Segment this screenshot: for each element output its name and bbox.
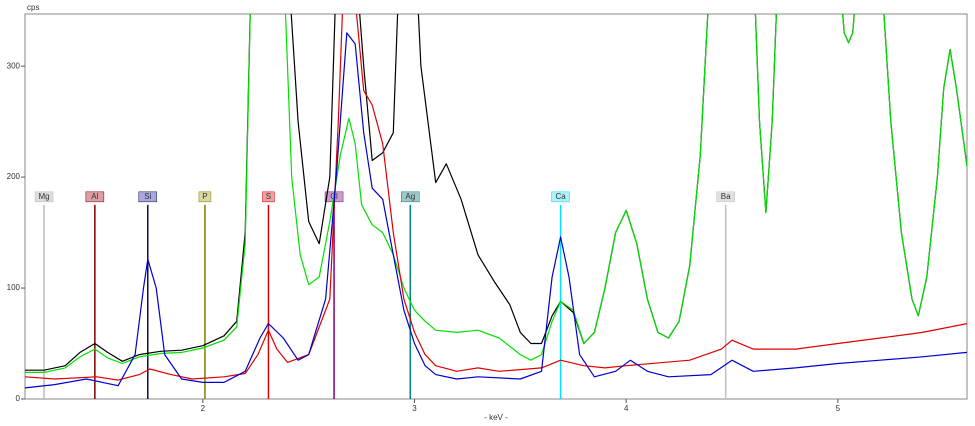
y-tick-label: 0 [16, 394, 21, 403]
element-label-box [138, 191, 158, 203]
y-tick-label: 100 [7, 283, 21, 292]
element-label-box [551, 191, 570, 203]
element-label: Ca [555, 192, 566, 201]
element-label: Mg [38, 192, 49, 201]
element-label: Ag [405, 192, 415, 201]
spectrum-line [25, 32, 967, 389]
element-label: S [266, 192, 271, 201]
spectrum-line [25, 14, 967, 373]
element-label: Ba [721, 192, 731, 201]
element-label: P [202, 192, 207, 201]
x-tick-label: 2 [201, 404, 206, 413]
curves: Mg Al Si P S Cl Ag Ca Ba [25, 14, 967, 399]
x-axis-label: - keV - [484, 413, 508, 422]
element-label-box [262, 191, 275, 203]
x-tick-label: 5 [836, 404, 841, 413]
element-label-box [85, 191, 105, 203]
plot-frame [24, 13, 968, 400]
spectrum-line [25, 14, 967, 381]
y-tick-label: 300 [7, 61, 21, 70]
element-label: Si [144, 192, 151, 201]
element-label: Al [91, 192, 98, 201]
x-tick-label: 4 [624, 404, 629, 413]
y-tick-label: 200 [7, 172, 21, 181]
element-label-box [198, 191, 212, 203]
element-label-box [34, 191, 54, 203]
y-axis-label: cps [27, 3, 39, 12]
x-tick-label: 3 [412, 404, 417, 413]
element-label-box [401, 191, 420, 203]
element-label-box [716, 191, 735, 203]
